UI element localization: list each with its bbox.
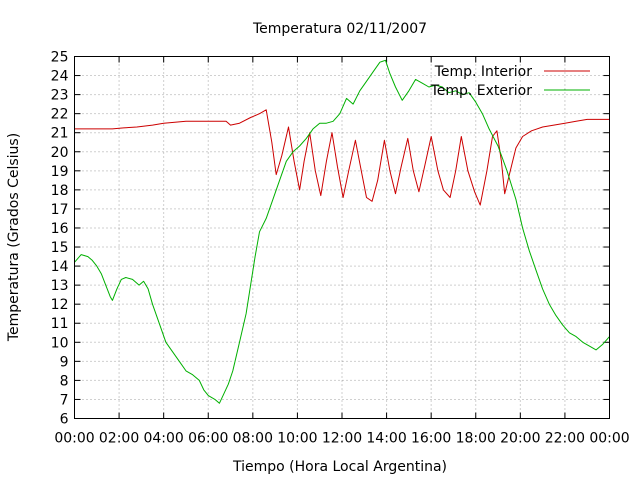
y-tick-label: 15 [51, 240, 69, 256]
legend: Temp. Interior Temp. Exterior [430, 64, 590, 99]
x-tick-label: 14:00 [366, 431, 406, 447]
y-axis-ticks: 6 7 8 9 10 11 12 13 14 15 16 17 18 19 20 21 22 23 24 25 [51, 50, 610, 428]
chart-title: Temperatura 02/11/2007 [252, 21, 427, 37]
x-axis-ticks: 00:00 02:00 04:00 06:00 08:00 10:00 12:00 14:00… [54, 56, 630, 447]
x-tick-label: 16:00 [411, 431, 451, 447]
y-tick-label: 17 [51, 202, 69, 218]
y-tick-label: 20 [51, 145, 69, 161]
series-lines [74, 59, 610, 404]
x-tick-label: 00:00 [54, 431, 94, 447]
y-tick-label: 12 [51, 297, 69, 313]
x-tick-label: 10:00 [277, 431, 317, 447]
y-tick-label: 8 [60, 373, 69, 389]
y-tick-label: 6 [60, 412, 69, 428]
y-axis-label: Temperatura (Grados Celsius) [6, 133, 22, 342]
y-tick-label: 10 [51, 335, 69, 351]
y-tick-label: 21 [51, 126, 69, 142]
x-tick-label: 08:00 [233, 431, 273, 447]
y-tick-label: 24 [51, 69, 69, 85]
y-tick-label: 18 [51, 183, 69, 199]
x-tick-label: 04:00 [143, 431, 183, 447]
y-tick-label: 9 [60, 354, 69, 370]
x-tick-label: 20:00 [500, 431, 540, 447]
x-axis-label: Tiempo (Hora Local Argentina) [232, 459, 447, 475]
x-tick-label: 06:00 [188, 431, 228, 447]
y-tick-label: 19 [51, 164, 69, 180]
y-tick-label: 25 [51, 50, 69, 66]
legend-label-temp-interior: Temp. Interior [434, 64, 533, 80]
y-tick-label: 14 [51, 259, 69, 275]
x-tick-label: 12:00 [322, 431, 362, 447]
y-tick-label: 7 [60, 392, 69, 408]
y-tick-label: 23 [51, 88, 69, 104]
series-line-temp-interior [74, 109, 610, 206]
x-tick-label: 02:00 [99, 431, 139, 447]
plot-frame [74, 56, 610, 419]
legend-label-temp-exterior: Temp. Exterior [430, 83, 533, 99]
y-tick-label: 13 [51, 278, 69, 294]
y-tick-label: 11 [51, 316, 69, 332]
y-tick-label: 16 [51, 221, 69, 237]
y-tick-label: 22 [51, 107, 69, 123]
x-tick-label: 18:00 [456, 431, 496, 447]
x-tick-label: 22:00 [545, 431, 585, 447]
series-line-temp-exterior [74, 59, 610, 404]
x-tick-label: 00:00 [589, 431, 629, 447]
grid [74, 56, 610, 419]
